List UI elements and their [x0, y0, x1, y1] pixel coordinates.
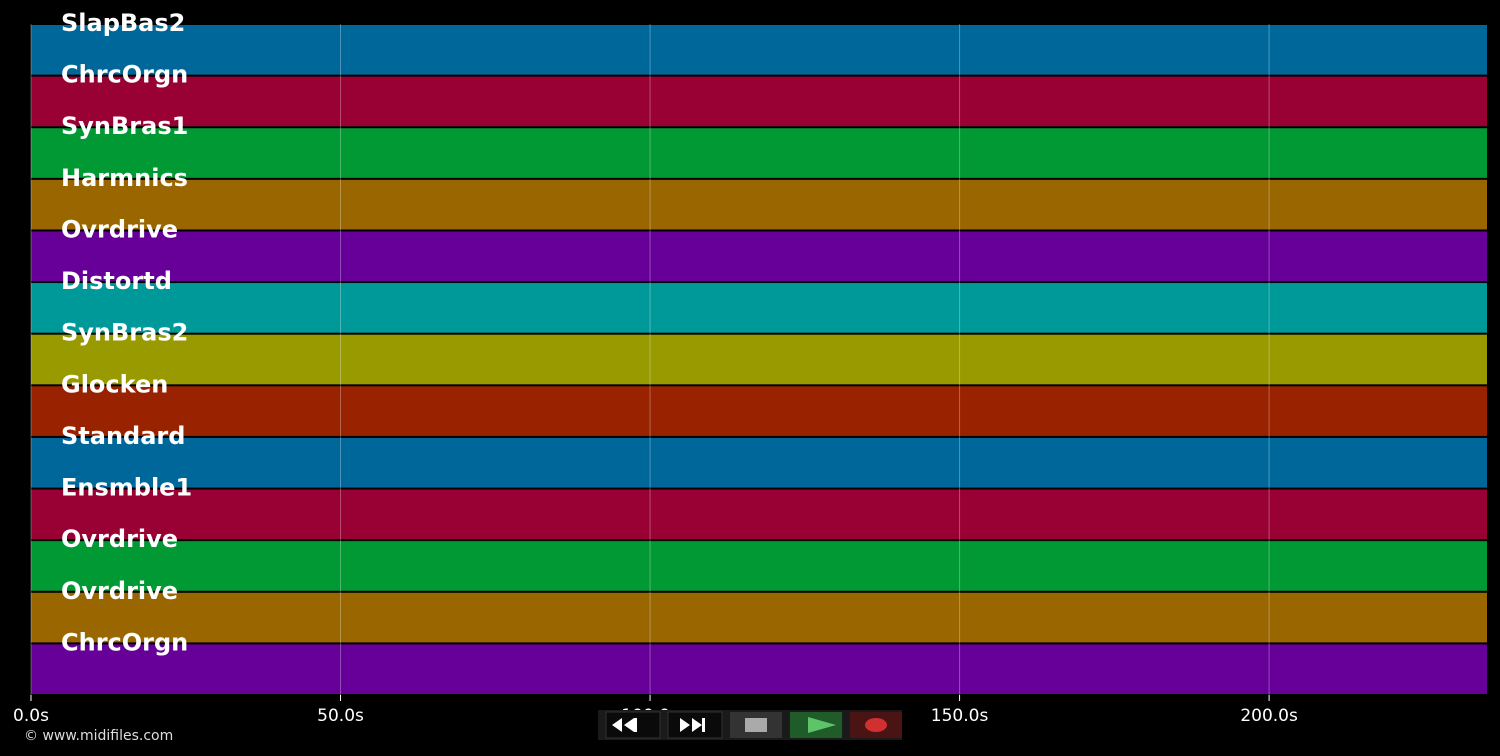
track-label: Ovrdrive	[61, 577, 178, 605]
track-label: Glocken	[61, 370, 168, 398]
track-band	[31, 128, 1487, 178]
track-label: Ovrdrive	[61, 215, 178, 243]
track-label: Harmnics	[61, 164, 188, 192]
footer: © www.midifiles.com	[24, 728, 173, 744]
stop-button[interactable]	[730, 712, 782, 738]
tracks	[31, 25, 1487, 694]
play-button[interactable]	[790, 712, 842, 738]
transport-controls	[598, 710, 902, 740]
track-label: Standard	[61, 422, 185, 450]
rewind-button[interactable]	[605, 711, 661, 739]
track-band	[31, 25, 1487, 75]
track-band	[31, 644, 1487, 694]
fast-forward-button[interactable]	[667, 711, 723, 739]
track-band	[31, 541, 1487, 591]
time-grid	[30, 24, 1270, 695]
track-label: SlapBas2	[61, 9, 185, 37]
track-label: Ensmble1	[61, 474, 192, 502]
tick-label: 150.0s	[931, 706, 989, 726]
record-button[interactable]	[850, 712, 902, 738]
track-band	[31, 489, 1487, 540]
track-label: Distortd	[61, 267, 172, 295]
track-label: SynBras2	[61, 319, 188, 347]
track-label: SynBras1	[61, 112, 188, 140]
track-band	[31, 437, 1487, 488]
track-band	[31, 334, 1487, 385]
track-band	[31, 592, 1487, 643]
track-band	[31, 386, 1487, 436]
track-band	[31, 283, 1487, 333]
tick-label: 0.0s	[13, 706, 49, 726]
track-label: Ovrdrive	[61, 525, 178, 553]
track-label: ChrcOrgn	[61, 61, 188, 89]
track-label: ChrcOrgn	[61, 628, 188, 656]
track-band	[31, 76, 1487, 127]
track-band	[31, 179, 1487, 230]
track-labels: SlapBas2 ChrcOrgn SynBras1 Harmnics Ovrdrive…	[61, 9, 192, 656]
tick-label: 200.0s	[1240, 706, 1298, 726]
track-band	[31, 231, 1487, 282]
tick-label: 50.0s	[317, 706, 364, 726]
